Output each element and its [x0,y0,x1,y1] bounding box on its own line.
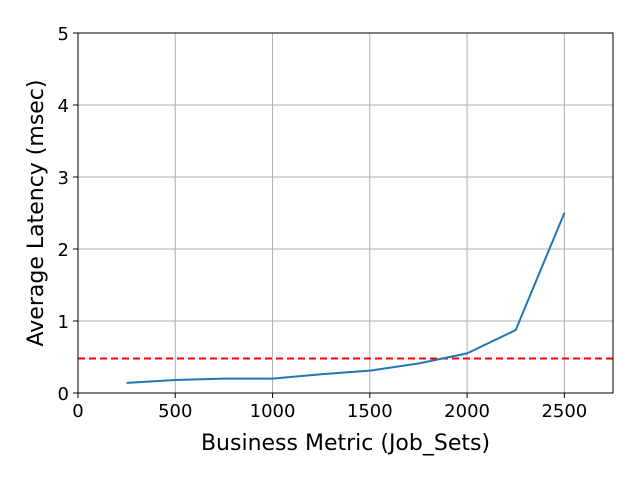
x-tick-label: 2000 [444,401,490,422]
grid [77,32,613,394]
ticks: 0 500 1000 1500 2000 2500 0 1 2 3 4 5 [58,24,588,422]
plot-frame [77,32,614,394]
y-axis-label: Average Latency (msec) [24,80,49,347]
y-tick-label: 0 [58,384,69,405]
y-tick-label: 2 [58,240,69,261]
x-tick-label: 1000 [250,401,296,422]
x-tick-label: 500 [158,401,192,422]
x-tick-label: 2500 [541,401,587,422]
x-tick-label: 0 [72,401,83,422]
y-tick-label: 5 [58,24,69,45]
y-tick-label: 4 [58,96,69,117]
x-axis-label: Business Metric (Job_Sets) [201,431,490,456]
y-tick-label: 1 [58,312,69,333]
series [78,212,613,384]
x-tick-label: 1500 [347,401,393,422]
latency-line [126,212,566,384]
y-tick-label: 3 [58,168,69,189]
